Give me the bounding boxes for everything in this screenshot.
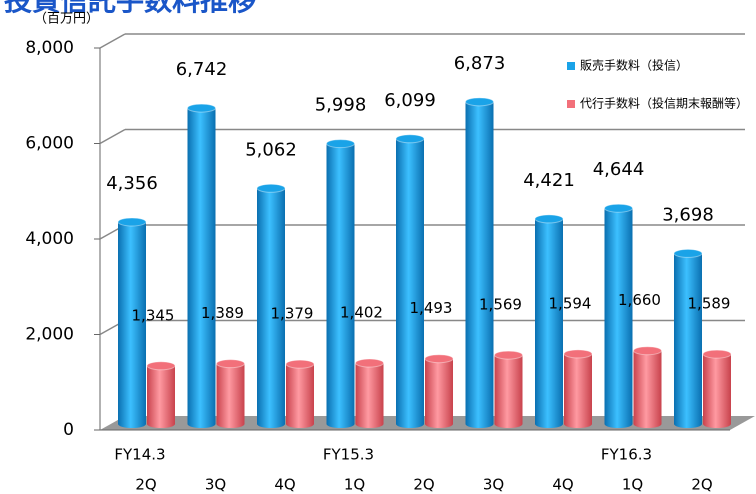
bar: [286, 364, 314, 424]
bar-base: [604, 420, 633, 428]
bar: [257, 188, 285, 424]
group-label: FY16.3: [601, 446, 652, 464]
bar: [326, 143, 355, 424]
bar: [425, 358, 453, 424]
bar: [396, 138, 424, 424]
bar-base: [535, 420, 563, 428]
bar-top: [465, 97, 494, 107]
bar-base: [216, 420, 245, 428]
bar-base: [355, 420, 384, 428]
x-tick-label: 4Q: [274, 476, 295, 494]
value-label: 1,379: [271, 305, 314, 323]
bar-top: [494, 350, 523, 360]
legend-label: 代行手数料（投信期末報酬等）: [580, 96, 748, 111]
bar-base: [494, 420, 523, 428]
legend-swatch: [567, 100, 575, 108]
bar: [187, 108, 216, 424]
bar: [703, 354, 731, 424]
bar-base: [118, 420, 146, 428]
value-label: 1,402: [340, 304, 383, 322]
value-label: 4,644: [593, 159, 645, 180]
chart-title: 投資信託手数料推移: [4, 0, 256, 17]
bar-base: [564, 420, 592, 428]
bar-top: [117, 217, 147, 227]
y-tick-label: 0: [63, 420, 74, 440]
value-label: 6,099: [384, 90, 436, 111]
group-label: FY14.3: [114, 446, 165, 464]
bar-top: [285, 359, 315, 369]
bar: [494, 355, 523, 424]
bar-top: [633, 346, 662, 356]
group-label: FY15.3: [323, 446, 374, 464]
value-label: 1,660: [618, 291, 661, 309]
value-label: 5,062: [245, 139, 297, 160]
value-label: 6,873: [454, 53, 506, 74]
x-tick-label: 1Q: [344, 476, 365, 494]
bar: [564, 353, 592, 424]
value-label: 1,589: [688, 295, 731, 313]
x-tick-label: 2Q: [691, 476, 712, 494]
bar-top: [673, 248, 703, 258]
grid-line: [99, 33, 126, 49]
x-tick-label: 3Q: [483, 476, 504, 494]
x-tick-label: 1Q: [622, 476, 643, 494]
value-label: 1,389: [201, 304, 244, 322]
value-label: 1,345: [132, 306, 175, 324]
value-label: 4,421: [523, 170, 575, 191]
bar-top: [534, 214, 564, 224]
bar-top: [563, 349, 593, 359]
y-tick-label: 4,000: [25, 229, 74, 249]
value-label: 3,698: [662, 204, 714, 225]
bar: [535, 218, 563, 424]
bar-top: [326, 139, 355, 149]
value-label: 4,356: [106, 173, 158, 194]
bar: [604, 208, 633, 424]
y-tick-label: 8,000: [25, 38, 74, 58]
bar-base: [257, 420, 285, 428]
value-label: 1,569: [479, 296, 522, 314]
bar-base: [286, 420, 314, 428]
x-tick-label: 2Q: [135, 476, 156, 494]
bar-base: [396, 420, 424, 428]
x-tick-label: 4Q: [552, 476, 573, 494]
y-tick-label: 6,000: [25, 134, 74, 154]
value-label: 1,594: [549, 294, 592, 312]
bar-top: [395, 134, 425, 144]
bar-base: [187, 420, 216, 428]
bar: [465, 101, 494, 425]
bar-base: [674, 420, 702, 428]
x-tick-label: 2Q: [413, 476, 434, 494]
bar-top: [604, 203, 633, 213]
legend-label: 販売手数料（投信）: [580, 58, 688, 73]
bar-base: [326, 420, 355, 428]
legend-swatch: [567, 62, 575, 70]
bar: [216, 363, 245, 424]
value-label: 1,493: [410, 299, 453, 317]
bar-top: [256, 183, 286, 193]
bar: [355, 363, 384, 424]
y-tick-label: 2,000: [25, 325, 74, 345]
bar-base: [633, 420, 662, 428]
bar: [147, 365, 175, 424]
bar-top: [702, 349, 732, 359]
bar-top: [424, 354, 454, 364]
bar-top: [355, 358, 384, 368]
bar-top: [216, 359, 245, 369]
x-tick-label: 3Q: [205, 476, 226, 494]
value-label: 5,998: [315, 95, 367, 116]
grid-line: [99, 128, 126, 145]
bar-base: [147, 420, 175, 428]
unit-label: （百万円）: [34, 12, 99, 27]
bar: [674, 253, 702, 424]
value-label: 6,742: [176, 59, 228, 80]
bar-base: [465, 420, 494, 428]
bar-base: [425, 420, 453, 428]
bar: [118, 222, 146, 424]
bar-base: [703, 420, 731, 428]
bar-top: [187, 103, 216, 113]
bar: [633, 350, 662, 424]
bar-top: [146, 361, 176, 371]
